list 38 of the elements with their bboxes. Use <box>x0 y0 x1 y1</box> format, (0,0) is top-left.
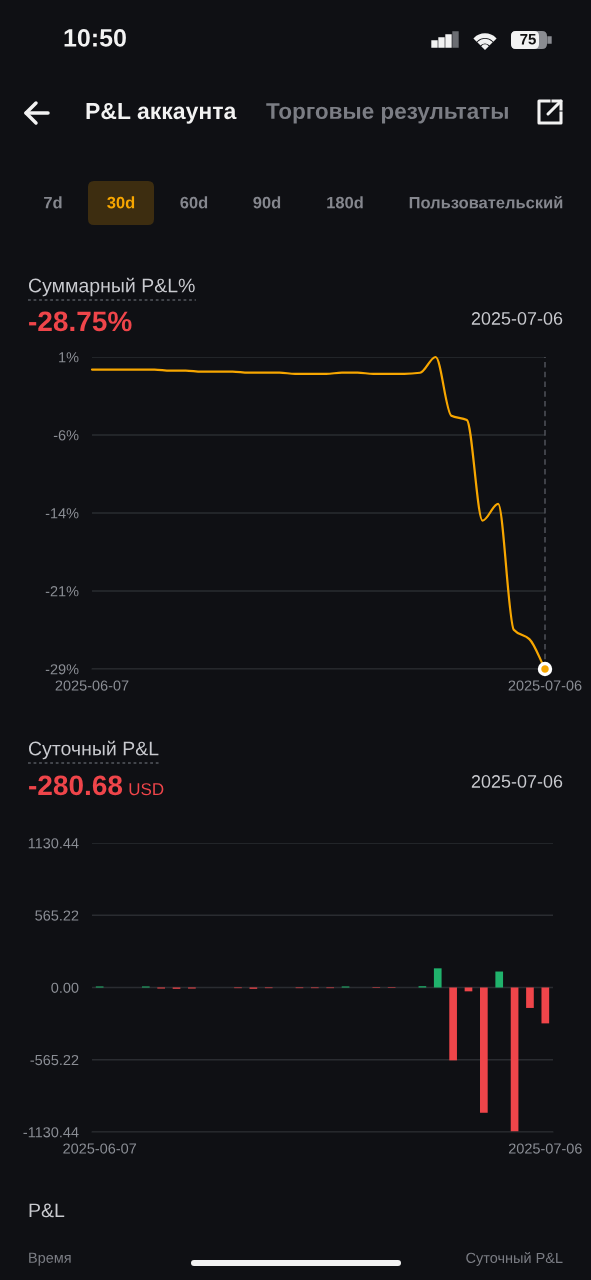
x-tick-label: 2025-06-07 <box>63 1143 137 1154</box>
category-label: 60d <box>180 196 208 209</box>
y-tick-label: -565.22 <box>30 1054 79 1066</box>
category-label: 30d <box>107 196 135 209</box>
text: P&L <box>29 1203 65 1218</box>
y-tick-label: 1% <box>59 352 79 363</box>
bar <box>480 987 488 1113</box>
y-tick-label: -14% <box>45 508 79 519</box>
y-tick-label: -21% <box>45 586 79 597</box>
bar <box>510 987 519 1132</box>
bar <box>526 987 534 1008</box>
y-tick-label: -29% <box>45 664 79 675</box>
y-tick-label: 0.00 <box>51 982 79 993</box>
text: P&L аккаунта <box>86 103 237 124</box>
bar <box>449 987 457 1061</box>
x-tick-label: 2025-06-07 <box>55 680 129 691</box>
chart-title: Суммарный P&L% <box>28 277 195 297</box>
y-tick-label: -6% <box>53 430 79 441</box>
text: Торговые результаты <box>266 103 508 124</box>
text: Суточный P&L <box>466 1252 563 1266</box>
y-tick-label: -1130.44 <box>23 1127 79 1138</box>
text: Время <box>29 1252 71 1266</box>
category-label: 7d <box>44 196 62 209</box>
text: 75 <box>520 34 536 45</box>
bar <box>541 987 550 1024</box>
chart-subtitle: -280.68 USD <box>29 775 164 796</box>
y-tick-label: 565.22 <box>35 910 79 921</box>
bar <box>495 971 504 988</box>
chart-title: Суточный P&L <box>28 740 159 760</box>
text: 10:50 <box>64 29 126 47</box>
y-tick-label: 1130.44 <box>28 838 79 849</box>
bar <box>433 968 442 988</box>
category-label: Пользовательский <box>409 195 563 209</box>
text: 2025-07-06 <box>471 775 563 788</box>
text: 2025-07-06 <box>471 312 563 325</box>
category-label: 90d <box>253 196 281 209</box>
chart-subtitle: -28.75% <box>29 311 132 332</box>
category-label: 180d <box>327 196 363 209</box>
